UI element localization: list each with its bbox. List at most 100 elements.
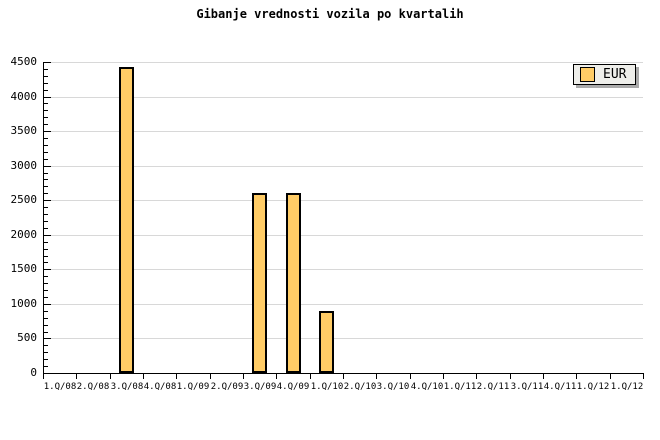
y-axis-minor-tick xyxy=(44,193,48,194)
y-axis-major-tick xyxy=(44,62,51,63)
x-axis-tick xyxy=(376,374,377,379)
x-axis-tick xyxy=(543,374,544,379)
y-axis-major-tick xyxy=(44,373,51,374)
gridline xyxy=(44,62,643,63)
y-axis-minor-tick xyxy=(44,69,48,70)
y-axis-major-tick xyxy=(44,166,51,167)
y-axis-minor-tick xyxy=(44,297,48,298)
x-axis-tick xyxy=(610,374,611,379)
y-axis-tick-label: 1000 xyxy=(10,297,38,310)
bar xyxy=(319,311,334,373)
y-axis-minor-tick xyxy=(44,318,48,319)
y-axis-minor-tick xyxy=(44,207,48,208)
x-axis-tick-label: 1.Q/11 xyxy=(443,382,477,392)
x-axis-tick-label: 1.Q/09 xyxy=(176,382,210,392)
x-axis-tick-label: 1.Q/12 xyxy=(576,382,610,392)
y-axis-tick-label: 3000 xyxy=(10,159,38,172)
y-axis-minor-tick xyxy=(44,124,48,125)
y-axis-minor-tick xyxy=(44,152,48,153)
y-axis-minor-tick xyxy=(44,242,48,243)
y-axis-minor-tick xyxy=(44,179,48,180)
x-axis-tick xyxy=(476,374,477,379)
x-axis-tick-label: 3.Q/08 xyxy=(110,382,144,392)
legend: EUR xyxy=(573,64,637,85)
x-axis-tick xyxy=(643,374,644,379)
x-axis-tick xyxy=(343,374,344,379)
y-axis-minor-tick xyxy=(44,145,48,146)
y-axis-minor-tick xyxy=(44,256,48,257)
x-axis-tick xyxy=(110,374,111,379)
x-axis-tick-label: 4.Q/10 xyxy=(410,382,444,392)
y-axis-major-tick xyxy=(44,131,51,132)
x-axis-tick-label: 4.Q/11 xyxy=(543,382,577,392)
y-axis-minor-tick xyxy=(44,110,48,111)
x-axis-tick xyxy=(576,374,577,379)
x-axis-tick xyxy=(43,374,44,379)
y-axis-tick-label: 4000 xyxy=(10,90,38,103)
bar xyxy=(119,67,134,373)
y-axis-minor-tick xyxy=(44,332,48,333)
y-axis-minor-tick xyxy=(44,283,48,284)
x-axis-tick xyxy=(76,374,77,379)
gridline xyxy=(44,269,643,270)
y-axis-minor-tick xyxy=(44,325,48,326)
y-axis-tick-label: 2000 xyxy=(10,228,38,241)
y-axis-major-tick xyxy=(44,304,51,305)
y-axis-minor-tick xyxy=(44,359,48,360)
x-axis-tick-label: 4.Q/09 xyxy=(276,382,310,392)
x-axis-tick-label: 2.Q/08 xyxy=(76,382,110,392)
bar xyxy=(252,193,267,373)
y-axis-major-tick xyxy=(44,235,51,236)
y-axis-minor-tick xyxy=(44,345,48,346)
y-axis-tick-label: 3500 xyxy=(10,124,38,137)
x-axis-tick-label: 2.Q/09 xyxy=(210,382,244,392)
y-axis-tick-label: 1500 xyxy=(10,262,38,275)
x-axis-tick xyxy=(510,374,511,379)
y-axis-minor-tick xyxy=(44,159,48,160)
gridline xyxy=(44,166,643,167)
x-axis-tick xyxy=(176,374,177,379)
gridline xyxy=(44,200,643,201)
x-axis-tick xyxy=(443,374,444,379)
x-axis-tick-label: 3.Q/09 xyxy=(243,382,277,392)
y-axis-minor-tick xyxy=(44,249,48,250)
x-axis-tick xyxy=(143,374,144,379)
legend-swatch-icon xyxy=(580,67,595,82)
x-axis-tick-label: 1.Q/08 xyxy=(43,382,77,392)
x-axis-tick xyxy=(410,374,411,379)
x-axis-tick-label: 1.Q/10 xyxy=(310,382,344,392)
y-axis-minor-tick xyxy=(44,228,48,229)
y-axis-major-tick xyxy=(44,200,51,201)
y-axis-minor-tick xyxy=(44,117,48,118)
gridline xyxy=(44,304,643,305)
y-axis-minor-tick xyxy=(44,262,48,263)
y-axis-minor-tick xyxy=(44,103,48,104)
y-axis-minor-tick xyxy=(44,276,48,277)
y-axis-minor-tick xyxy=(44,90,48,91)
bar xyxy=(286,193,301,373)
y-axis-minor-tick xyxy=(44,290,48,291)
y-axis-minor-tick xyxy=(44,138,48,139)
y-axis-tick-label: 4500 xyxy=(10,55,38,68)
y-axis-major-tick xyxy=(44,269,51,270)
x-axis-tick xyxy=(276,374,277,379)
y-axis-minor-tick xyxy=(44,186,48,187)
x-axis-tick xyxy=(243,374,244,379)
y-axis-tick-label: 2500 xyxy=(10,193,38,206)
x-axis-tick-label: 2.Q/10 xyxy=(343,382,377,392)
y-axis-minor-tick xyxy=(44,173,48,174)
plot-area xyxy=(43,62,644,374)
y-axis-major-tick xyxy=(44,338,51,339)
chart-title: Gibanje vrednosti vozila po kvartalih xyxy=(196,7,464,21)
y-axis-minor-tick xyxy=(44,76,48,77)
legend-series-label: EUR xyxy=(603,67,627,82)
gridline xyxy=(44,97,643,98)
y-axis-minor-tick xyxy=(44,366,48,367)
y-axis-tick-label: 0 xyxy=(30,366,37,379)
x-axis-tick-label: 2.Q/11 xyxy=(476,382,510,392)
y-axis-minor-tick xyxy=(44,352,48,353)
x-axis-tick-label: 4.Q/08 xyxy=(143,382,177,392)
gridline xyxy=(44,235,643,236)
gridline xyxy=(44,338,643,339)
